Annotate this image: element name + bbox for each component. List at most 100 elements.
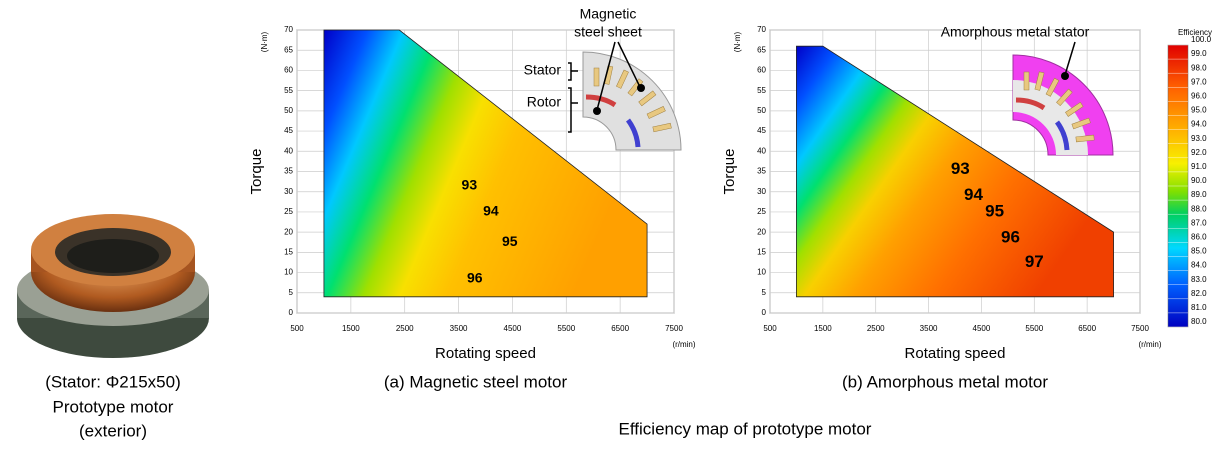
colorbar-tick-label: 98.0	[1191, 63, 1207, 72]
contour-label: 95	[985, 201, 1004, 220]
y-tick-label: 15	[757, 247, 766, 256]
annotation: Magnetic	[580, 6, 637, 22]
colorbar-tick-label: 82.0	[1191, 289, 1207, 298]
contour-label: 94	[964, 185, 983, 204]
y-tick-label: 10	[757, 268, 766, 277]
x-tick-label: 2500	[396, 324, 414, 333]
y-tick-label: 45	[284, 126, 293, 135]
colorbar-tick-label: 97.0	[1191, 77, 1207, 86]
photo-caption: Prototype motor	[53, 397, 174, 416]
y-tick-label: 70	[284, 25, 293, 34]
colorbar-tick-label: 96.0	[1191, 92, 1207, 101]
chart-caption: (b) Amorphous metal motor	[842, 372, 1048, 391]
y-tick-label: 0	[289, 308, 294, 317]
y-tick-label: 30	[757, 187, 766, 196]
contour-plot: 0 5 10 15 20 25 30 35 40 45 50 55 60 65 70 500 1500 2500 3…	[721, 25, 1162, 391]
colorbar-tick-label: 81.0	[1191, 303, 1207, 312]
x-tick-label: 1500	[342, 324, 360, 333]
y-tick-label: 30	[284, 187, 293, 196]
colorbar-tick-label: 89.0	[1191, 190, 1207, 199]
y-tick-label: 50	[757, 106, 766, 115]
annotation: Rotor	[527, 94, 562, 110]
y-tick-label: 10	[284, 268, 293, 277]
contour-label: 96	[467, 269, 483, 285]
y-tick-label: 5	[289, 288, 294, 297]
y-tick-label: 35	[284, 167, 293, 176]
efficiency-region	[796, 45, 1114, 298]
x-axis-label: Rotating speed	[435, 345, 536, 362]
x-tick-label: 7500	[665, 324, 683, 333]
colorbar-tick-label: 88.0	[1191, 204, 1207, 213]
motor-photo	[17, 214, 209, 358]
y-tick-label: 65	[284, 45, 293, 54]
y-tick-label: 40	[757, 146, 766, 155]
y-tick-label: 20	[284, 227, 293, 236]
y-tick-label: 5	[762, 288, 767, 297]
y-tick-label: 50	[284, 106, 293, 115]
motor-inset	[1012, 54, 1114, 156]
plots: 0 5 10 15 20 25 30 35 40 45 50 55 60 65 70 500 1500 2500 3…	[248, 25, 1162, 391]
x-tick-label: 6500	[611, 324, 629, 333]
colorbar-tick-label: 90.0	[1191, 176, 1207, 185]
annotation-leader	[1064, 41, 1076, 76]
x-tick-label: 6500	[1078, 324, 1096, 333]
colorbar-tick-label: 91.0	[1191, 162, 1207, 171]
x-tick-label: 1500	[814, 324, 832, 333]
y-axis-label: Torque	[721, 149, 738, 195]
y-tick-label: 25	[757, 207, 766, 216]
photo-caption: (Stator: Φ215x50)	[45, 372, 180, 391]
leader-dot	[637, 84, 645, 92]
x-tick-label: 5500	[1025, 324, 1043, 333]
x-axis-unit: (r/min)	[672, 340, 695, 349]
colorbar-tick-label: 86.0	[1191, 233, 1207, 242]
colorbar-tick-label: 95.0	[1191, 106, 1207, 115]
y-tick-label: 55	[757, 86, 766, 95]
colorbar-tick-label: 92.0	[1191, 148, 1207, 157]
leader-dot	[1061, 72, 1069, 80]
x-axis-unit: (r/min)	[1138, 340, 1161, 349]
colorbar-tick-label: 100.0	[1191, 35, 1212, 44]
contour-label: 96	[1001, 228, 1020, 247]
figure-caption: Efficiency map of prototype motor	[619, 419, 872, 438]
colorbar-tick-label: 93.0	[1191, 134, 1207, 143]
annotation-leaders	[568, 41, 641, 133]
y-tick-label: 20	[757, 227, 766, 236]
x-tick-label: 7500	[1131, 324, 1149, 333]
x-axis-label: Rotating speed	[905, 345, 1006, 362]
colorbar-tick-label: 99.0	[1191, 49, 1207, 58]
y-tick-label: 15	[284, 247, 293, 256]
y-tick-label: 45	[757, 126, 766, 135]
x-tick-label: 3500	[920, 324, 938, 333]
contour-label: 94	[483, 203, 499, 219]
annotation: steel sheet	[574, 24, 642, 40]
y-tick-label: 55	[284, 86, 293, 95]
contour-plot: 0 5 10 15 20 25 30 35 40 45 50 55 60 65 70 500 1500 2500 3…	[248, 25, 696, 391]
x-tick-label: 2500	[867, 324, 885, 333]
efficiency-region	[323, 29, 648, 298]
contour-label: 93	[462, 176, 478, 192]
y-tick-label: 35	[757, 167, 766, 176]
colorbar-tick-label: 84.0	[1191, 261, 1207, 270]
y-tick-label: 60	[284, 66, 293, 75]
y-axis-unit: (N·m)	[733, 31, 742, 52]
photo-caption: (exterior)	[79, 421, 147, 440]
x-tick-label: 4500	[504, 324, 522, 333]
colorbar-tick-label: 85.0	[1191, 247, 1207, 256]
colorbar-title: Efficiency	[1178, 28, 1212, 37]
annotation: Stator	[524, 62, 562, 78]
colorbar-tick-label: 94.0	[1191, 120, 1207, 129]
chart-caption: (a) Magnetic steel motor	[384, 372, 568, 391]
x-tick-label: 4500	[973, 324, 991, 333]
leader-dot	[593, 107, 601, 115]
y-tick-label: 70	[757, 25, 766, 34]
x-tick-label: 500	[290, 324, 304, 333]
y-axis-label: Torque	[248, 149, 265, 195]
colorbar-tick-label: 80.0	[1191, 317, 1207, 326]
contour-label: 93	[951, 159, 970, 178]
x-tick-label: 500	[763, 324, 777, 333]
y-tick-label: 60	[757, 66, 766, 75]
y-tick-label: 40	[284, 146, 293, 155]
contour-label: 97	[1025, 252, 1044, 271]
